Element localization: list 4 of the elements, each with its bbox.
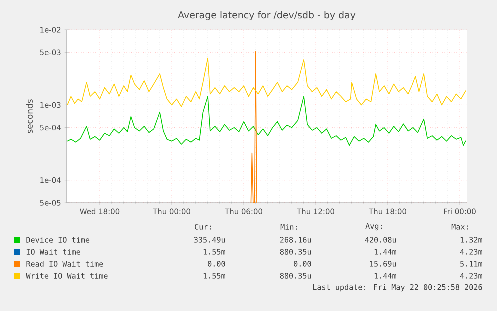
chart-title: Average latency for /dev/sdb - by day: [178, 11, 356, 21]
line-series: [67, 58, 466, 108]
y-axis-title: seconds: [26, 100, 33, 134]
line-series: [67, 96, 466, 146]
